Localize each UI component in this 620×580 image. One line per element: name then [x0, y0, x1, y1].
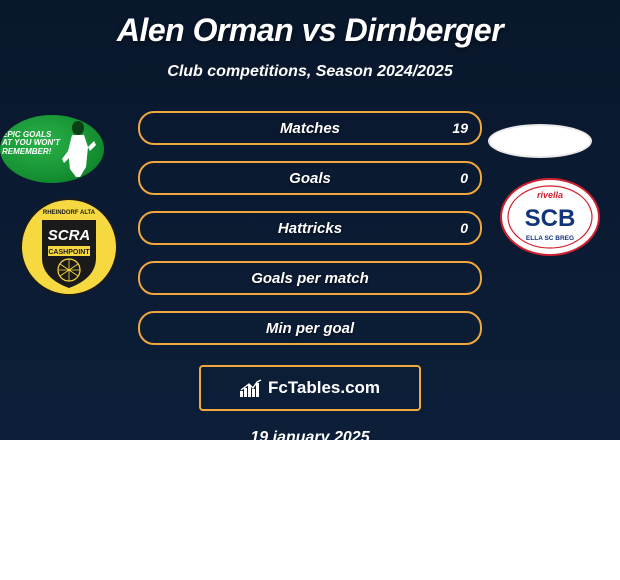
scb-main-label: SCB: [525, 205, 576, 232]
stat-label: Goals per match: [251, 270, 369, 287]
promo-text: EPIC GOALS AT YOU WON'T REMEMBER!: [2, 131, 62, 156]
scra-sub-label: CASHPOINT: [48, 249, 90, 256]
brand-label: FcTables.com: [268, 378, 380, 398]
stat-label: Min per goal: [266, 320, 354, 337]
stat-value-right: 0: [460, 220, 468, 236]
promo-badge: EPIC GOALS AT YOU WON'T REMEMBER!: [0, 115, 104, 183]
scb-sub-label: ELLA SC BREG: [526, 235, 574, 242]
player-silhouette-icon: [58, 119, 98, 179]
comparison-card: Alen Orman vs Dirnberger Club competitio…: [0, 0, 620, 440]
brand-box[interactable]: FcTables.com: [199, 365, 421, 411]
stat-row-hattricks: Hattricks 0: [138, 211, 482, 245]
chart-icon: [240, 379, 262, 397]
stat-row-matches: Matches 19: [138, 111, 482, 145]
right-team-oval: [488, 124, 592, 158]
stat-label: Hattricks: [278, 220, 342, 237]
stat-value-right: 0: [460, 170, 468, 186]
stat-row-min-per-goal: Min per goal: [138, 311, 482, 345]
stat-label: Matches: [280, 120, 340, 137]
scb-top-label: rivella: [537, 190, 563, 200]
page-title: Alen Orman vs Dirnberger: [0, 0, 620, 49]
scra-label: SCRA: [48, 227, 91, 244]
svg-text:RHEINDORF ALTA: RHEINDORF ALTA: [43, 210, 96, 216]
subtitle: Club competitions, Season 2024/2025: [0, 63, 620, 81]
stat-value-right: 19: [452, 120, 468, 136]
stat-row-goals-per-match: Goals per match: [138, 261, 482, 295]
scra-team-badge-icon: RHEINDORF ALTA SCRA CASHPOINT: [20, 198, 118, 296]
promo-line-3: REMEMBER!: [2, 147, 51, 156]
date-label: 19 january 2025: [0, 429, 620, 440]
stat-label: Goals: [289, 170, 331, 187]
scb-team-badge-icon: rivella SCB ELLA SC BREG: [500, 178, 600, 256]
stat-row-goals: Goals 0: [138, 161, 482, 195]
